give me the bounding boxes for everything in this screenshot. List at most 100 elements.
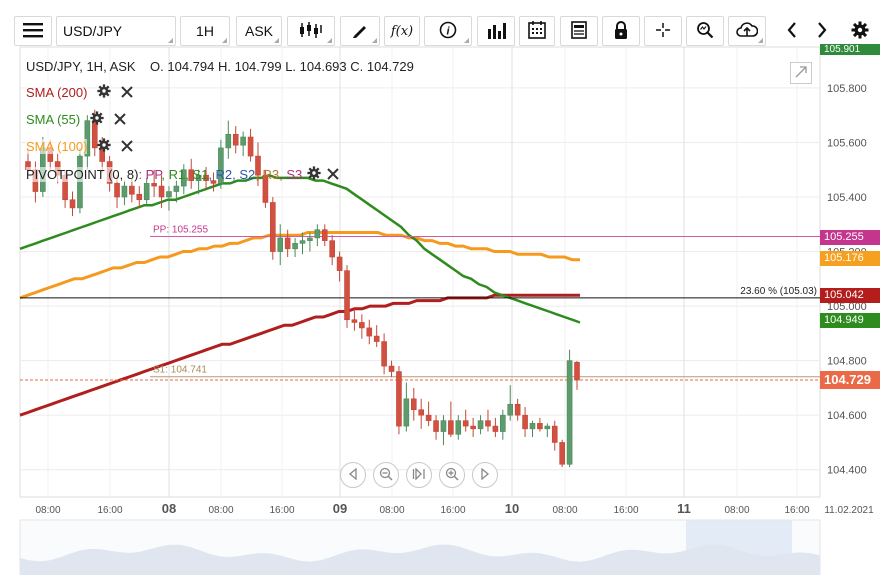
- menu-button[interactable]: [14, 16, 52, 46]
- lock-button[interactable]: [602, 16, 640, 46]
- y-tick-label: 105.600: [827, 137, 867, 149]
- gear-icon[interactable]: [307, 166, 321, 183]
- zoom-out-button[interactable]: [373, 462, 399, 488]
- y-tick-label: 105.800: [827, 83, 867, 95]
- expand-icon: [795, 65, 807, 81]
- price-tag-sma100: 105.176: [820, 251, 880, 267]
- candle-body: [544, 425, 551, 430]
- plot-frame: [19, 46, 821, 498]
- x-date-label: 11.02.2021: [824, 505, 874, 516]
- zoom-in-button[interactable]: [439, 462, 465, 488]
- info-icon: i: [439, 21, 457, 42]
- price-side-label: ASK: [244, 23, 273, 39]
- close-icon[interactable]: [327, 167, 339, 183]
- pivot-part-4: , S2: [232, 167, 256, 182]
- expand-button[interactable]: [790, 62, 812, 84]
- news-button[interactable]: [560, 16, 598, 46]
- x-tick-label: 16:00: [613, 505, 638, 516]
- axes: 104.400104.600104.800105.000105.200105.4…: [35, 83, 874, 516]
- x-tick-label: 10: [505, 501, 519, 516]
- candle-body: [129, 185, 135, 195]
- candle-body: [418, 409, 425, 416]
- prev-button[interactable]: [778, 16, 806, 46]
- candle-body: [344, 270, 350, 321]
- candle-body: [151, 183, 157, 187]
- x-tick-label: 16:00: [440, 505, 465, 516]
- pivot-part-3: , R2: [208, 167, 233, 182]
- candle-body: [218, 147, 224, 184]
- y-tick-label: 105.400: [827, 192, 867, 204]
- function-button[interactable]: f(x): [384, 16, 420, 46]
- reset-view-icon: [412, 466, 426, 483]
- scroll-right-button[interactable]: [472, 462, 498, 488]
- reset-view-button[interactable]: [406, 462, 432, 488]
- sma55-label: SMA (55): [26, 112, 81, 127]
- chart-type-button[interactable]: [287, 16, 335, 46]
- candle-body: [366, 327, 373, 337]
- candle-body: [292, 243, 298, 250]
- s1-label: S1: 104.741: [153, 365, 207, 376]
- gear-icon[interactable]: [97, 84, 112, 101]
- hamburger-icon: [23, 22, 43, 41]
- ohlc-header: USD/JPY, 1H, ASK O. 104.794 H. 104.799 L…: [26, 59, 414, 74]
- volume-button[interactable]: [477, 16, 515, 46]
- next-button[interactable]: [808, 16, 836, 46]
- settings-button[interactable]: [846, 16, 874, 46]
- scroll-left-button[interactable]: [340, 462, 366, 488]
- x-tick-label: 11: [677, 501, 691, 516]
- x-tick-label: 16:00: [269, 505, 294, 516]
- draw-button[interactable]: [340, 16, 380, 46]
- x-tick-label: 08:00: [552, 505, 577, 516]
- grid: [19, 46, 821, 575]
- gear-icon[interactable]: [97, 138, 112, 155]
- pivot-pp-label: PP: 105.255: [153, 225, 208, 236]
- candle-body: [410, 398, 417, 411]
- x-tick-label: 16:00: [784, 505, 809, 516]
- candle-body: [507, 403, 514, 416]
- triangle-right-icon: [480, 467, 490, 483]
- close-icon[interactable]: [114, 112, 126, 128]
- candle-body: [574, 361, 580, 381]
- legend-sma200[interactable]: SMA (200): [26, 84, 134, 101]
- svg-text:i: i: [446, 25, 450, 37]
- candle-body: [529, 423, 536, 430]
- candle-body: [559, 442, 565, 465]
- candle-body: [403, 398, 410, 427]
- x-tick-label: 08:00: [208, 505, 233, 516]
- chevron-left-icon: [786, 21, 798, 42]
- legend-sma55[interactable]: SMA (55): [26, 111, 126, 128]
- candle-body: [225, 133, 232, 149]
- x-tick-label: 08:00: [35, 505, 60, 516]
- info-button[interactable]: i: [424, 16, 472, 46]
- candle-body: [566, 360, 573, 465]
- upload-button[interactable]: [728, 16, 766, 46]
- x-tick-label: 09: [333, 501, 347, 516]
- candle-body: [173, 185, 180, 192]
- candle-body: [203, 174, 209, 181]
- candle-body: [373, 335, 380, 342]
- y-tick-label: 104.600: [827, 410, 867, 422]
- calendar-button[interactable]: [519, 16, 555, 46]
- candle-body: [336, 256, 343, 271]
- symbol-selector[interactable]: USD/JPY: [56, 16, 176, 46]
- price-tag-last: 104.729: [820, 371, 880, 389]
- price-side-selector[interactable]: ASK: [236, 16, 282, 46]
- crosshair-button[interactable]: [644, 16, 682, 46]
- zoom-button[interactable]: [686, 16, 724, 46]
- gear-icon[interactable]: [90, 111, 104, 128]
- legend-sma100[interactable]: SMA (100): [26, 138, 134, 155]
- pivot-series-list: : PP, R1, S1, R2, S2, R3, S3: [138, 167, 302, 182]
- candle-body: [388, 365, 395, 372]
- candle-body: [455, 420, 462, 435]
- chart-navigation: [340, 462, 498, 488]
- close-icon[interactable]: [121, 139, 134, 155]
- candle-body: [195, 174, 202, 181]
- cloud-upload-icon: [736, 21, 759, 42]
- candle-body: [381, 341, 387, 367]
- legend-pivotpoint[interactable]: PIVOTPOINT (0, 8) : PP, R1, S1, R2, S2, …: [26, 166, 339, 183]
- close-icon[interactable]: [121, 85, 134, 101]
- candle-body: [485, 420, 491, 427]
- interval-selector[interactable]: 1H: [180, 16, 230, 46]
- sma200-label: SMA (200): [26, 85, 88, 100]
